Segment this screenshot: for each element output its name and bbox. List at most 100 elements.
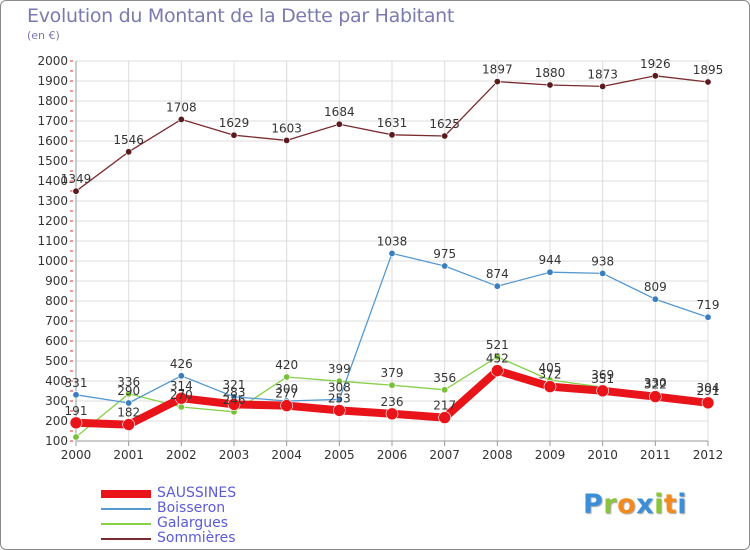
data-label: 944 <box>539 253 562 267</box>
data-label: 1603 <box>271 121 302 135</box>
data-label: 369 <box>591 368 614 382</box>
data-point <box>493 78 501 86</box>
y-tick-label: 800 <box>45 294 68 308</box>
y-tick-label: 1200 <box>37 214 68 228</box>
x-tick-label: 2010 <box>587 448 618 462</box>
x-tick-label: 2000 <box>61 448 92 462</box>
data-point <box>493 353 501 361</box>
y-tick-label: 1000 <box>37 254 68 268</box>
y-tick-label: 500 <box>45 354 68 368</box>
y-tick-label: 1400 <box>37 174 68 188</box>
data-label: 291 <box>697 384 720 398</box>
data-label: 452 <box>486 352 509 366</box>
data-label: 1684 <box>324 105 355 119</box>
x-tick-label: 2003 <box>219 448 250 462</box>
x-tick-label: 2004 <box>271 448 302 462</box>
data-point <box>230 131 238 139</box>
data-label: 372 <box>539 368 562 382</box>
data-point <box>651 72 659 80</box>
y-tick-label: 100 <box>45 434 68 448</box>
data-label: 1546 <box>113 133 144 147</box>
data-label: 1880 <box>535 66 566 80</box>
logo-letter: i <box>677 489 688 520</box>
data-label: 290 <box>117 384 140 398</box>
data-label: 336 <box>117 375 140 389</box>
data-point <box>385 407 399 421</box>
y-tick-label: 700 <box>45 314 68 328</box>
legend-label: SAUSSINES <box>157 485 237 501</box>
x-tick-label: 2005 <box>324 448 355 462</box>
logo-letter: o <box>617 489 637 520</box>
chart-subtitle: (en €) <box>27 29 60 42</box>
x-tick-label: 2002 <box>166 448 197 462</box>
x-tick-label: 2012 <box>693 448 724 462</box>
data-label: 330 <box>644 376 667 390</box>
data-point <box>438 411 451 424</box>
logo-letter: t <box>663 489 678 520</box>
data-point <box>388 249 396 257</box>
data-label: 217 <box>433 399 456 413</box>
series-boisseron <box>72 249 712 407</box>
data-point <box>177 115 185 123</box>
data-point <box>69 416 83 430</box>
legend-swatch <box>101 523 151 525</box>
data-point <box>704 78 712 86</box>
data-label: 399 <box>328 362 351 376</box>
data-point <box>493 282 501 290</box>
proxiti-logo: Proxiti <box>583 489 687 520</box>
data-label: 379 <box>381 366 404 380</box>
data-point <box>72 433 80 441</box>
y-tick-label: 1500 <box>37 154 68 168</box>
data-label: 719 <box>697 298 720 312</box>
data-point <box>441 132 449 140</box>
y-tick-label: 1100 <box>37 234 68 248</box>
data-point <box>596 384 609 398</box>
data-point <box>125 390 133 398</box>
data-label: 191 <box>65 404 88 418</box>
x-tick-label: 2009 <box>535 448 566 462</box>
data-label: 356 <box>433 371 456 385</box>
data-point <box>704 313 712 321</box>
data-label: 975 <box>433 247 456 261</box>
data-point <box>335 120 343 128</box>
labels-boisseron: 331 290 426 321 300 308 1038 975 874 944 938 809 719 <box>65 234 720 398</box>
data-point <box>599 269 607 277</box>
data-point <box>227 398 241 411</box>
labels-galargues: 336 270 246 420 399 379 356 521 405 369 330 304 <box>117 338 719 407</box>
data-label: 308 <box>328 380 351 394</box>
data-label: 182 <box>117 406 140 420</box>
data-label: 304 <box>697 381 720 395</box>
data-point <box>649 390 662 403</box>
data-label: 405 <box>539 361 562 375</box>
data-label: 809 <box>644 280 667 294</box>
data-point <box>599 82 607 90</box>
data-point <box>283 373 291 381</box>
chart-title: Evolution du Montant de la Dette par Hab… <box>27 5 455 27</box>
data-label: 314 <box>170 379 193 393</box>
data-label: 1873 <box>587 67 618 81</box>
legend-label: Galargues <box>157 515 229 531</box>
data-label: 1631 <box>377 116 408 130</box>
x-tick-label: 2006 <box>377 448 408 462</box>
data-label: 1629 <box>219 116 250 130</box>
y-tick-label: 900 <box>45 274 68 288</box>
data-label: 426 <box>170 357 193 371</box>
y-tick-label: 600 <box>45 334 68 348</box>
data-point <box>72 187 80 195</box>
data-point <box>125 148 133 156</box>
legend-swatch <box>101 538 151 540</box>
data-point <box>283 136 291 144</box>
data-point <box>701 396 715 410</box>
data-label: 322 <box>644 378 667 392</box>
x-tick-label: 2011 <box>640 448 671 462</box>
data-label: 253 <box>328 391 351 405</box>
data-point <box>333 404 346 417</box>
data-point <box>543 380 557 393</box>
series-saussines <box>69 364 715 431</box>
data-point <box>546 81 554 89</box>
data-label: 1625 <box>429 117 460 131</box>
x-tick-label: 2008 <box>482 448 513 462</box>
series-sommières <box>72 72 712 195</box>
data-label: 1895 <box>693 63 724 77</box>
